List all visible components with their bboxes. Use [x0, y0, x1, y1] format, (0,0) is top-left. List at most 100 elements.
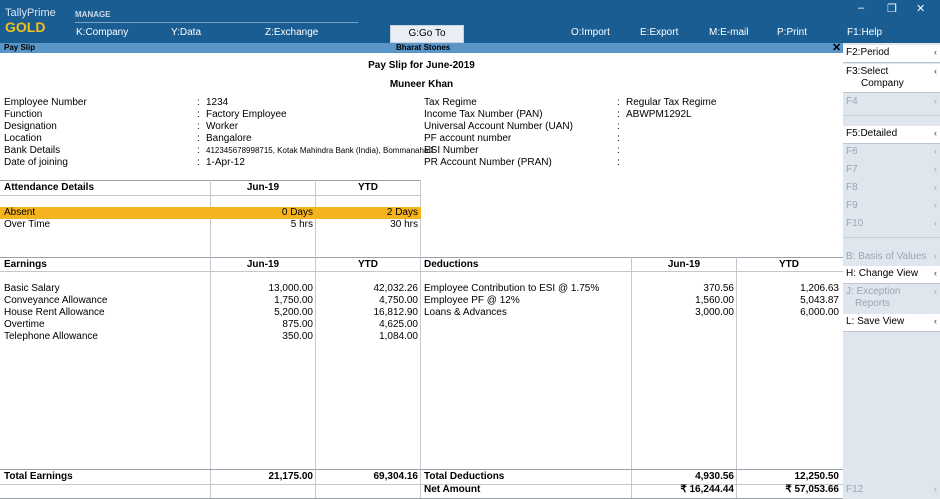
- detail-value: 412345678998715, Kotak Mahindra Bank (In…: [206, 146, 434, 155]
- detail-label: PF account number: [424, 133, 512, 144]
- basis-of-values-button[interactable]: B: Basis of Values ‹: [846, 251, 937, 262]
- save-view-button[interactable]: L: Save View ‹: [843, 314, 940, 332]
- column-divider: [420, 257, 421, 499]
- select-company-button[interactable]: F3:Select Company ‹: [843, 64, 940, 93]
- button-bar: F2:Period ‹ F3:Select Company ‹ F4 ‹ F5:D…: [843, 43, 940, 499]
- menu-company[interactable]: K:Company: [76, 27, 129, 38]
- row-name: Telephone Allowance: [4, 331, 98, 342]
- f8-button[interactable]: F8 ‹: [846, 182, 937, 193]
- total-earnings-ytd: 69,304.16: [373, 471, 419, 482]
- row-period: 5,200.00: [274, 307, 313, 318]
- row-ytd: 2 Days: [386, 207, 418, 218]
- f9-button[interactable]: F9 ‹: [846, 200, 937, 211]
- row-name: Loans & Advances: [424, 307, 507, 318]
- minimize-icon[interactable]: –: [858, 2, 865, 14]
- net-amount-period: ₹ 16,244.44: [680, 484, 734, 495]
- change-view-button[interactable]: H: Change View ‹: [843, 266, 940, 284]
- row-period: 13,000.00: [268, 283, 314, 294]
- detail-separator: :: [197, 97, 200, 108]
- row-name: Basic Salary: [4, 283, 60, 294]
- employee-name: Muneer Khan: [389, 79, 454, 90]
- total-earnings-period: 21,175.00: [268, 471, 314, 482]
- period-button[interactable]: F2:Period ‹: [843, 45, 940, 63]
- detail-value: Bangalore: [206, 133, 252, 144]
- row-name: Overtime: [4, 319, 45, 330]
- menu-help[interactable]: F1:Help: [847, 27, 883, 38]
- earnings-col-period: Jun-19: [246, 259, 280, 270]
- menu-print[interactable]: P:Print: [777, 27, 808, 38]
- row-ytd: 1,206.63: [800, 283, 839, 294]
- row-period: 1,750.00: [274, 295, 313, 306]
- detail-value: Regular Tax Regime: [626, 97, 717, 108]
- detail-label: Function: [4, 109, 43, 120]
- detail-label: ESI Number: [424, 145, 479, 156]
- detail-label: Employee Number: [4, 97, 87, 108]
- row-ytd: 16,812.90: [373, 307, 419, 318]
- f12-button[interactable]: F12 ‹: [846, 484, 937, 495]
- menu-exchange[interactable]: Z:Exchange: [265, 27, 319, 38]
- row-period: 0 Days: [281, 207, 313, 218]
- detail-value: 1234: [206, 97, 229, 108]
- column-divider: [210, 257, 211, 499]
- chevron-left-icon: ‹: [934, 96, 937, 106]
- f7-button[interactable]: F7 ‹: [846, 164, 937, 175]
- row-name: Absent: [4, 207, 36, 218]
- detail-separator: :: [197, 133, 200, 144]
- deductions-col-period: Jun-19: [667, 259, 701, 270]
- detail-value: Factory Employee: [206, 109, 287, 120]
- chevron-left-icon: ‹: [934, 268, 937, 278]
- detail-label: Location: [4, 133, 42, 144]
- detail-separator: :: [617, 133, 620, 144]
- menu-export[interactable]: E:Export: [640, 27, 679, 38]
- detail-separator: :: [617, 121, 620, 132]
- deductions-header: Deductions: [424, 259, 479, 270]
- chevron-left-icon: ‹: [934, 47, 937, 57]
- row-name: Over Time: [4, 219, 51, 230]
- report-close-icon[interactable]: ✕: [832, 42, 842, 54]
- detail-separator: :: [197, 145, 200, 156]
- total-deductions-period: 4,930.56: [695, 471, 734, 482]
- f10-button[interactable]: F10 ‹: [846, 218, 937, 229]
- row-ytd: 1,084.00: [379, 331, 418, 342]
- chevron-left-icon: ‹: [934, 251, 937, 261]
- chevron-left-icon: ‹: [934, 164, 937, 174]
- pay-slip-report: Pay Slip for June-2019 Muneer Khan Emplo…: [0, 53, 843, 499]
- close-icon[interactable]: ✕: [916, 3, 926, 15]
- total-deductions-ytd: 12,250.50: [794, 471, 840, 482]
- restore-icon[interactable]: ❐: [887, 3, 897, 15]
- detail-value: Worker: [206, 121, 239, 132]
- row-ytd: 42,032.26: [373, 283, 419, 294]
- exception-reports-button[interactable]: J: Exception Reports ‹: [846, 286, 937, 309]
- report-title: Pay Slip for June-2019: [368, 60, 475, 71]
- menu-data[interactable]: Y:Data: [171, 27, 202, 38]
- chevron-left-icon: ‹: [934, 200, 937, 210]
- menu-goto[interactable]: G:Go To: [390, 25, 464, 43]
- column-divider: [631, 257, 632, 499]
- detail-label: Designation: [4, 121, 57, 132]
- menu-import[interactable]: O:Import: [571, 27, 610, 38]
- button-separator: [843, 115, 940, 116]
- f6-button[interactable]: F6 ‹: [846, 146, 937, 157]
- row-ytd: 5,043.87: [800, 295, 839, 306]
- brand-edition: GOLD: [5, 19, 46, 35]
- detail-label: Bank Details: [4, 145, 61, 156]
- detailed-button[interactable]: F5:Detailed ‹: [843, 126, 940, 144]
- report-titlebar: Pay Slip Bharat Stones ✕: [0, 42, 843, 54]
- row-ytd: 4,750.00: [379, 295, 418, 306]
- net-border: [0, 484, 843, 485]
- row-name: Employee PF @ 12%: [424, 295, 520, 306]
- header-underline: [0, 271, 843, 272]
- detail-separator: :: [617, 145, 620, 156]
- row-period: 875.00: [282, 319, 313, 330]
- detail-separator: :: [617, 97, 620, 108]
- net-amount-ytd: ₹ 57,053.66: [785, 484, 839, 495]
- chevron-left-icon: ‹: [934, 182, 937, 192]
- deductions-col-ytd: YTD: [779, 259, 799, 270]
- f4-button[interactable]: F4 ‹: [846, 96, 937, 107]
- total-deductions-label: Total Deductions: [424, 471, 505, 482]
- menu-email[interactable]: M:E-mail: [709, 27, 749, 38]
- row-period: 1,560.00: [695, 295, 734, 306]
- row-name: House Rent Allowance: [4, 307, 105, 318]
- row-period: 5 hrs: [290, 219, 313, 230]
- row-ytd: 4,625.00: [379, 319, 418, 330]
